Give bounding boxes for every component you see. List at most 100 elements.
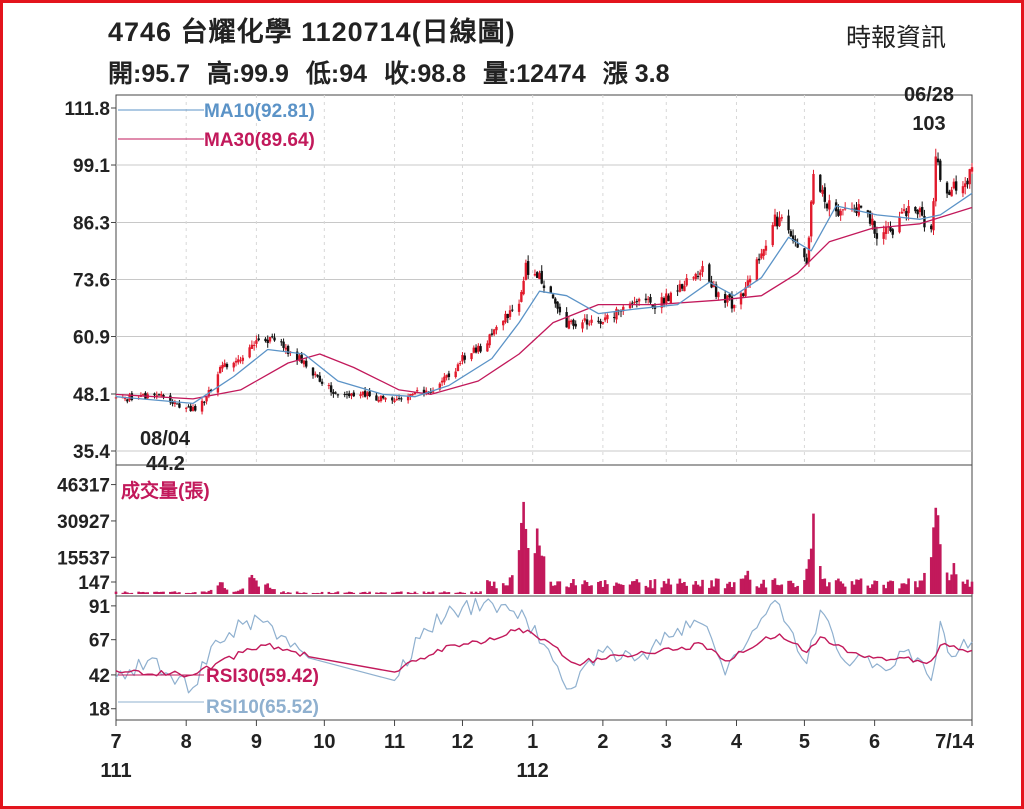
volume-bar: [726, 583, 729, 594]
volume-bar: [599, 580, 602, 594]
x-month-label: 4: [731, 731, 743, 753]
candle-up: [218, 367, 222, 374]
candle-down: [130, 393, 134, 400]
volume-bar: [397, 591, 401, 594]
candle-up: [755, 259, 759, 281]
volume-bar: [257, 586, 260, 594]
x-month-label: 3: [661, 731, 672, 753]
volume-bar: [128, 593, 131, 594]
candle-down: [696, 276, 700, 278]
candle-down: [680, 284, 684, 289]
quote-line: 開:95.7 高:99.9 低:94 收:98.8 量:12474 漲 3.8: [108, 54, 680, 90]
volume-bar: [223, 588, 226, 594]
candle-up: [843, 208, 847, 210]
volume-bar: [805, 568, 808, 594]
candle-up: [413, 392, 417, 395]
candle-up: [241, 357, 245, 361]
quote-close: 收:98.8: [384, 60, 466, 88]
candle-down: [345, 393, 349, 395]
volume-bar: [952, 563, 956, 594]
volume-bar: [427, 591, 430, 594]
candle-down: [954, 181, 958, 191]
candle-up: [828, 200, 831, 210]
candle-down: [305, 360, 308, 367]
candle-down: [599, 321, 602, 324]
volume-bar: [526, 548, 530, 594]
volume-bar: [438, 592, 442, 594]
candle-down: [914, 206, 917, 212]
volume-bar: [542, 556, 546, 594]
volume-bar: [678, 578, 682, 594]
candle-down: [805, 257, 808, 265]
candle-up: [964, 183, 967, 188]
candle-up: [628, 303, 632, 309]
volume-bar: [495, 588, 498, 594]
candle-down: [311, 367, 315, 376]
volume-bar: [572, 579, 575, 594]
volume-bar: [882, 584, 885, 594]
candle-down: [728, 293, 731, 298]
volume-bar: [621, 584, 625, 594]
volume-bar: [250, 574, 254, 594]
volume-bar: [280, 592, 283, 594]
candle-down: [332, 391, 335, 394]
candle-down: [318, 375, 322, 382]
volume-bar: [141, 591, 145, 594]
volume-bar: [431, 591, 435, 594]
candle-down: [635, 301, 639, 303]
volume-bar: [728, 581, 731, 594]
candle-up: [361, 391, 365, 395]
candle-up: [857, 204, 860, 216]
candle-down: [282, 341, 285, 348]
candle-up: [746, 280, 750, 288]
candle-up: [302, 360, 306, 365]
candle-up: [683, 285, 686, 292]
volume-bar: [332, 593, 335, 594]
candle-up: [712, 284, 716, 287]
candle-up: [327, 385, 331, 387]
candle-down: [662, 298, 666, 305]
candle-down: [803, 248, 806, 258]
x-month-label: 7/14: [935, 731, 975, 753]
candle-down: [126, 399, 129, 402]
volume-bar: [316, 592, 319, 594]
candle-down: [363, 390, 367, 397]
volume-bar: [298, 592, 301, 594]
volume-bar: [479, 591, 482, 594]
volume-bar: [821, 579, 824, 594]
candle-down: [549, 286, 552, 293]
volume-bar: [506, 585, 510, 594]
volume-bar: [585, 581, 589, 594]
volume-bar: [474, 591, 478, 594]
ma10-legend-label: MA10(92.81): [204, 101, 315, 122]
low-date-annotation: 08/04: [140, 428, 191, 450]
volume-bar: [302, 592, 306, 594]
volume-bar: [381, 592, 385, 594]
volume-bar: [490, 585, 494, 594]
volume-bar: [295, 591, 299, 594]
volume-bar: [413, 591, 417, 594]
candle-down: [329, 385, 333, 393]
volume-tick-label: 30927: [57, 512, 110, 533]
volume-bar: [447, 592, 451, 594]
ma30-line: [115, 206, 973, 400]
candle-down: [540, 270, 543, 284]
volume-bar: [696, 584, 700, 594]
volume-bar: [422, 591, 426, 594]
volume-bar: [366, 593, 369, 594]
volume-bar: [597, 581, 600, 594]
candle-up: [477, 345, 480, 352]
volume-bar: [631, 581, 634, 594]
candle-down: [936, 158, 940, 163]
volume-bar: [843, 586, 847, 594]
volume-bar: [886, 581, 890, 594]
volume-bar: [533, 553, 537, 594]
candle-up: [504, 313, 507, 323]
volume-bar: [839, 581, 842, 594]
candle-down: [382, 395, 385, 399]
candle-up: [902, 209, 906, 211]
x-month-label: 12: [451, 731, 473, 753]
candle-up: [205, 396, 208, 402]
candle-up: [248, 347, 251, 358]
volume-bar: [954, 574, 958, 594]
